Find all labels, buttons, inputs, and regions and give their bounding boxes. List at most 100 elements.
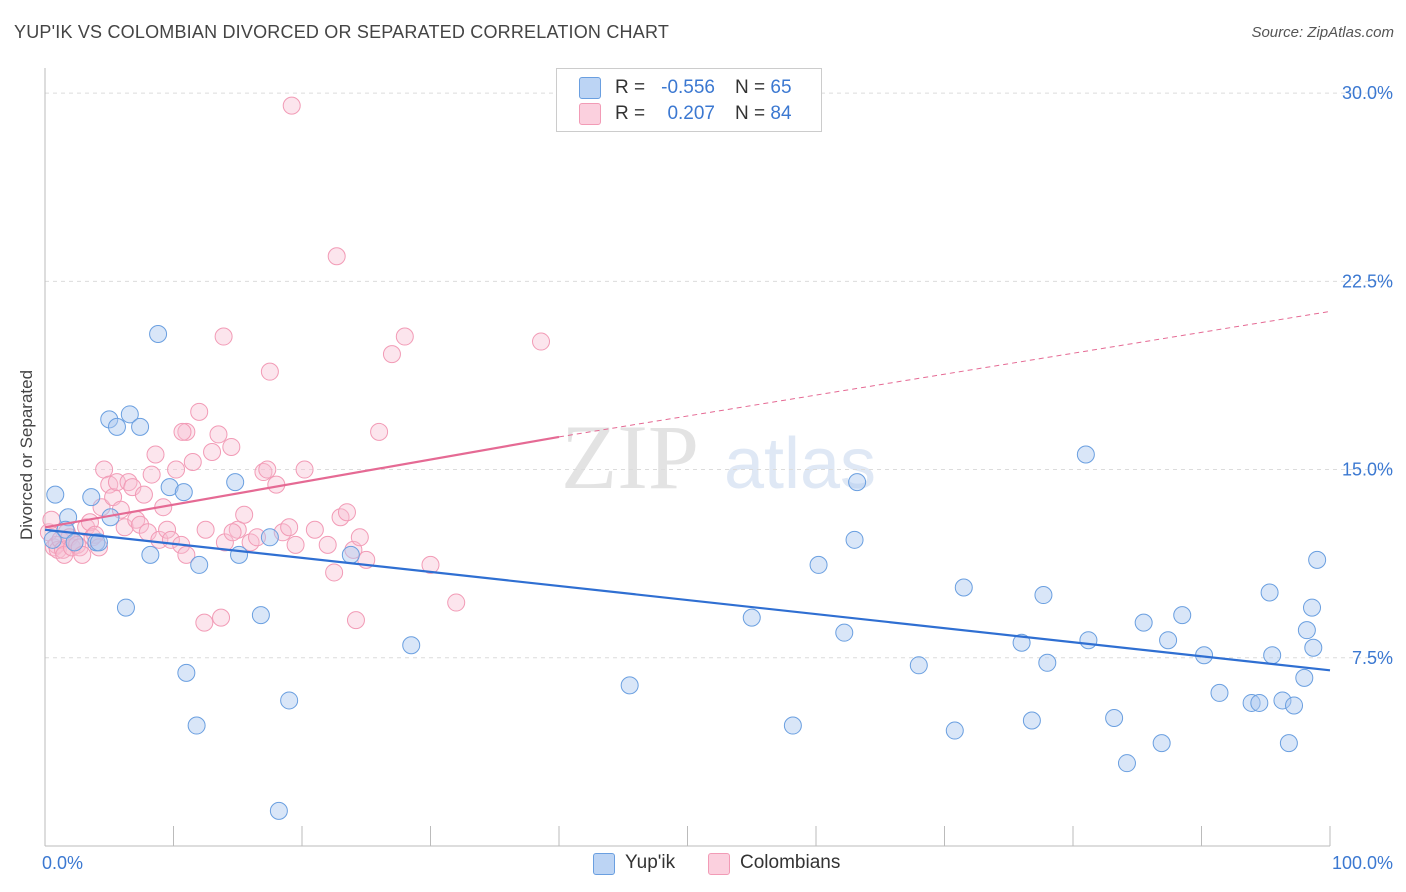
yupik-point xyxy=(280,691,299,710)
colombian-point xyxy=(280,518,299,537)
yupik-point xyxy=(1295,668,1314,687)
colombian-point xyxy=(190,402,209,421)
yupik-point xyxy=(190,555,209,574)
n-group: N = 65 xyxy=(735,77,792,99)
y-tick-label: 7.5% xyxy=(1352,648,1393,668)
colombian-point xyxy=(421,555,440,574)
colombian-point xyxy=(370,422,389,441)
yupik-point xyxy=(742,608,761,627)
tick-labels: 7.5% 15.0% 22.5% 30.0% 0.0% 100.0% xyxy=(42,83,1393,873)
yupik-point xyxy=(1076,445,1095,464)
colombian-point xyxy=(260,362,279,381)
n-value: 65 xyxy=(770,77,792,98)
trend-lines xyxy=(44,310,1331,672)
yupik-point xyxy=(1250,693,1269,712)
yupik-point xyxy=(65,533,84,552)
yupik-swatch xyxy=(593,853,615,875)
yupik-point xyxy=(1079,631,1098,650)
yupik-point xyxy=(82,488,101,507)
yupik-point xyxy=(1297,621,1316,640)
yupik-point xyxy=(1308,550,1327,569)
colombian-point xyxy=(258,460,277,479)
watermark-atlas: atlas xyxy=(724,424,876,504)
yupik-point xyxy=(177,663,196,682)
data-points xyxy=(39,96,1327,820)
yupik-point xyxy=(783,716,802,735)
yupik-point xyxy=(174,483,193,502)
colombian-point xyxy=(177,545,196,564)
yupik-point xyxy=(187,716,206,735)
yupik-point xyxy=(251,606,270,625)
colombian-point xyxy=(177,422,196,441)
yupik-point xyxy=(107,417,126,436)
colombian-trend-line xyxy=(44,435,560,529)
colombian-point xyxy=(318,535,337,554)
colombian-point xyxy=(327,247,346,266)
yupik-point xyxy=(1152,734,1171,753)
colombian-point xyxy=(305,520,324,539)
colombian-trend-extension xyxy=(558,310,1331,438)
colombian-point xyxy=(447,593,466,612)
yupik-point xyxy=(269,801,288,820)
colombians-swatch xyxy=(708,853,730,875)
yupik-point xyxy=(260,528,279,547)
colombian-point xyxy=(142,465,161,484)
yupik-point xyxy=(402,636,421,655)
yupik-point xyxy=(56,520,75,539)
r-value: -0.556 xyxy=(661,77,715,98)
yupik-point xyxy=(120,405,139,424)
x-tick-label: 0.0% xyxy=(42,853,83,873)
colombian-point xyxy=(55,545,74,564)
yupik-point xyxy=(160,478,179,497)
yupik-point xyxy=(809,555,828,574)
colombian-point xyxy=(325,563,344,582)
yupik-trend-line xyxy=(44,528,1331,672)
yupik-point xyxy=(100,410,119,429)
colombian-point xyxy=(70,538,89,557)
colombian-point xyxy=(134,485,153,504)
legend-label: Yup'ik xyxy=(625,852,676,873)
yupik-point xyxy=(1159,631,1178,650)
yupik-point xyxy=(131,417,150,436)
yupik-point xyxy=(116,598,135,617)
x-tick-label: 100.0% xyxy=(1332,853,1393,873)
yupik-point xyxy=(46,485,65,504)
yupik-point xyxy=(835,623,854,642)
colombian-point xyxy=(209,425,228,444)
yupik-point xyxy=(1304,638,1323,657)
legend-label: Colombians xyxy=(740,852,841,873)
yupik-point xyxy=(1285,696,1304,715)
r-label: R = xyxy=(615,103,646,124)
yupik-point xyxy=(226,473,245,492)
colombian-point xyxy=(131,515,150,534)
yupik-point xyxy=(1173,606,1192,625)
colombian-point xyxy=(223,523,242,542)
yupik-point xyxy=(1279,734,1298,753)
colombian-point xyxy=(222,437,241,456)
colombian-point xyxy=(68,535,87,554)
r-label: R = xyxy=(615,77,646,98)
yupik-point xyxy=(1022,711,1041,730)
colombian-point xyxy=(146,445,165,464)
colombian-point xyxy=(248,528,267,547)
y-tick-label: 30.0% xyxy=(1342,83,1393,103)
colombian-point xyxy=(173,422,192,441)
yupik-point xyxy=(89,533,108,552)
colombian-point xyxy=(196,520,215,539)
grid xyxy=(45,92,1392,659)
colombian-point xyxy=(167,460,186,479)
watermark-zip: ZIP xyxy=(561,406,699,508)
yupik-point xyxy=(845,530,864,549)
colombian-point xyxy=(228,520,247,539)
yupik-point xyxy=(1210,683,1229,702)
n-value: 84 xyxy=(770,103,792,124)
colombian-point xyxy=(195,613,214,632)
colombian-point xyxy=(158,520,177,539)
yupik-point xyxy=(1034,586,1053,605)
colombian-point xyxy=(350,528,369,547)
colombian-point xyxy=(337,503,356,522)
yupik-point xyxy=(1105,709,1124,728)
colombian-point xyxy=(212,608,231,627)
y-tick-label: 15.0% xyxy=(1342,460,1393,480)
